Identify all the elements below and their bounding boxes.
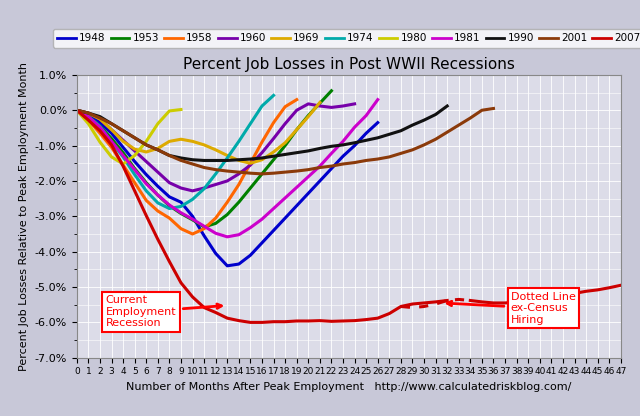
Legend: 1948, 1953, 1958, 1960, 1969, 1974, 1980, 1981, 1990, 2001, 2007: 1948, 1953, 1958, 1960, 1969, 1974, 1980… bbox=[53, 29, 640, 47]
X-axis label: Number of Months After Peak Employment   http://www.calculatedriskblog.com/: Number of Months After Peak Employment h… bbox=[126, 382, 572, 392]
Title: Percent Job Losses in Post WWII Recessions: Percent Job Losses in Post WWII Recessio… bbox=[183, 57, 515, 72]
Text: Current
Employment
Recession: Current Employment Recession bbox=[106, 295, 221, 328]
Text: Dotted Line
ex-Census
Hiring: Dotted Line ex-Census Hiring bbox=[447, 292, 576, 325]
Y-axis label: Percent Job Losses Relative to Peak Employment Month: Percent Job Losses Relative to Peak Empl… bbox=[19, 62, 29, 371]
